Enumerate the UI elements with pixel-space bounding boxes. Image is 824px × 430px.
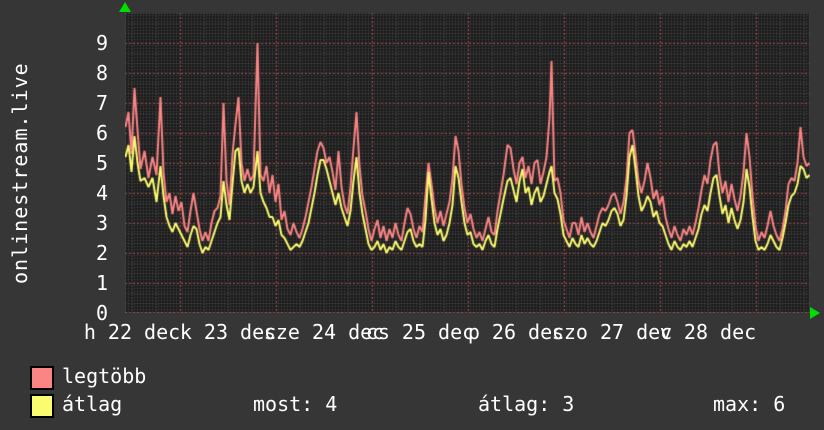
x-tick-label: cs 25 dec [365,320,475,344]
y-tick-label: 7 [95,91,108,115]
y-tick-label: 5 [95,151,108,175]
y-tick-label: 4 [95,181,108,205]
y-tick-label: 9 [95,31,108,55]
stat-max: max: 6 [713,392,786,416]
legend-label-atlag: átlag [62,392,123,416]
x-tick-label: p 26 dec [467,320,565,344]
x-tick-label: sze 24 dec [263,320,385,344]
chart-canvas [125,13,810,313]
x-tick-label: h 22 dec [83,320,181,344]
x-tick-label: v 28 dec [659,320,757,344]
y-tick-label: 6 [95,121,108,145]
y-tick-label: 8 [95,61,108,85]
stat-atlag: átlag: 3 [478,392,575,416]
y-tick-label: 0 [95,301,108,325]
y-tick-label: 2 [95,241,108,265]
plot-area [125,13,810,313]
x-axis-arrow-icon [810,307,820,319]
stat-most: most: 4 [253,392,338,416]
y-tick-label: 3 [95,211,108,235]
y-tick-label: 1 [95,271,108,295]
legend-swatch-legtobb [30,366,54,390]
vertical-axis-title: onlinestream.live [8,62,32,284]
x-tick-label: szo 27 dec [551,320,673,344]
y-axis-arrow-icon [119,2,131,12]
legend-swatch-atlag [30,394,54,418]
x-tick-label: k 23 dec [179,320,277,344]
legend-label-legtobb: legtöbb [62,364,147,388]
